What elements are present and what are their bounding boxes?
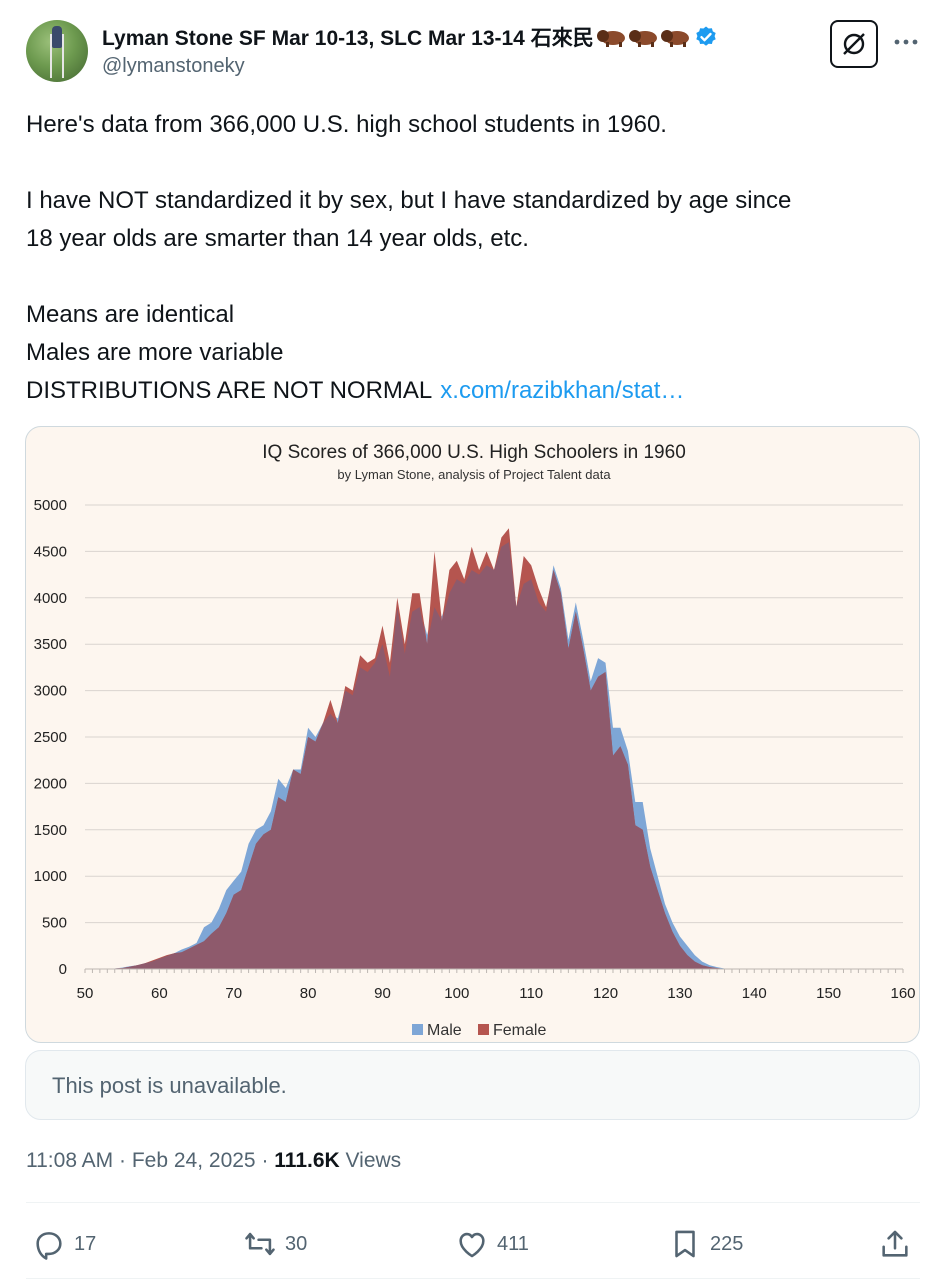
repost-button[interactable]: 30 (243, 1224, 307, 1264)
y-tick-label: 500 (42, 915, 67, 932)
y-tick-label: 4500 (34, 543, 67, 560)
bookmark-button[interactable]: 225 (668, 1224, 743, 1264)
post-line: I have NOT standardized it by sex, but I… (26, 187, 792, 214)
share-button[interactable] (878, 1224, 920, 1264)
grok-button[interactable] (830, 20, 878, 68)
y-tick-label: 3000 (34, 683, 67, 700)
x-tick-label: 160 (890, 985, 915, 1002)
grok-icon (843, 33, 865, 55)
author-name-row[interactable]: Lyman Stone SF Mar 10-13, SLC Mar 13-14 … (102, 22, 718, 52)
verified-badge-icon[interactable] (694, 25, 718, 49)
avatar[interactable] (26, 20, 88, 82)
post-line: DISTRIBUTIONS ARE NOT NORMAL (26, 377, 433, 404)
bookmark-count: 225 (710, 1232, 744, 1255)
reply-button[interactable]: 17 (32, 1224, 96, 1264)
y-tick-label: 2500 (34, 729, 67, 746)
area-overlap (85, 542, 755, 969)
post-line: 18 year olds are smarter than 14 year ol… (26, 225, 529, 252)
reply-icon (36, 1232, 62, 1260)
x-tick-label: 60 (151, 985, 168, 1002)
x-tick-label: 120 (593, 985, 618, 1002)
avatar-person (52, 26, 62, 48)
x-tick-label: 100 (444, 985, 469, 1002)
chart-title: IQ Scores of 366,000 U.S. High Schoolers… (262, 442, 686, 463)
chart-legend: Male Female (412, 1022, 546, 1039)
post-line: Here's data from 366,000 U.S. high schoo… (26, 111, 667, 138)
heart-icon (459, 1232, 485, 1258)
x-tick-label: 80 (300, 985, 317, 1002)
legend-label-male: Male (427, 1022, 462, 1039)
quoted-post-text: This post is unavailable. (52, 1073, 287, 1098)
legend-label-female: Female (493, 1022, 546, 1039)
action-bar: 17 30 411 225 (0, 1206, 945, 1280)
repost-count: 30 (285, 1232, 308, 1255)
chart-subtitle: by Lyman Stone, analysis of Project Tale… (337, 467, 611, 482)
y-tick-label: 3500 (34, 636, 67, 653)
legend-swatch-female (478, 1024, 489, 1035)
x-tick-label: 90 (374, 985, 391, 1002)
y-tick-label: 1000 (34, 868, 67, 885)
x-tick-label: 50 (77, 985, 94, 1002)
x-tick-label: 140 (742, 985, 767, 1002)
y-tick-label: 2000 (34, 775, 67, 792)
post-line-with-link: DISTRIBUTIONS ARE NOT NORMAL x.com/razibk… (26, 372, 916, 410)
y-tick-label: 5000 (34, 497, 67, 514)
x-tick-label: 110 (519, 985, 543, 1002)
quoted-post-link[interactable]: x.com/razibkhan/stat… (440, 377, 685, 404)
more-dots-icon (894, 39, 918, 45)
chart-image[interactable]: IQ Scores of 366,000 U.S. High Schoolers… (25, 426, 920, 1043)
divider-top (26, 1202, 920, 1203)
bison-emoji-icon (660, 27, 690, 47)
views-label: Views (345, 1149, 402, 1172)
author-handle[interactable]: @lymanstoneky (102, 55, 245, 77)
meta-separator: · (119, 1149, 132, 1172)
x-tick-label: 150 (816, 985, 841, 1002)
post-header: Lyman Stone SF Mar 10-13, SLC Mar 13-14 … (0, 0, 945, 100)
x-tick-label: 130 (667, 985, 692, 1002)
bookmark-icon (675, 1230, 695, 1258)
y-tick-label: 0 (59, 961, 67, 978)
like-count: 411 (497, 1232, 529, 1255)
more-options-button[interactable] (890, 26, 922, 58)
post-time[interactable]: 11:08 AM (26, 1149, 114, 1172)
author-display-name[interactable]: Lyman Stone SF Mar 10-13, SLC Mar 13-14 … (102, 27, 594, 50)
y-tick-label: 1500 (34, 822, 67, 839)
iq-chart: IQ Scores of 366,000 U.S. High Schoolers… (34, 442, 916, 1039)
divider-bottom (26, 1278, 920, 1279)
reply-count: 17 (74, 1232, 97, 1255)
views-count: 111.6K (274, 1149, 340, 1172)
post-meta: 11:08 AM · Feb 24, 2025 · 111.6K Views (26, 1149, 401, 1173)
legend-swatch-male (412, 1024, 423, 1035)
avatar-ladder (50, 34, 64, 78)
post-text: Here's data from 366,000 U.S. high schoo… (26, 106, 916, 410)
like-button[interactable]: 411 (455, 1224, 529, 1264)
post-line: Means are identical (26, 301, 235, 328)
repost-icon (245, 1232, 275, 1256)
meta-separator: · (261, 1149, 275, 1172)
share-icon (882, 1230, 908, 1257)
quoted-post-unavailable[interactable]: This post is unavailable. (25, 1050, 920, 1120)
bison-emoji-icon (628, 27, 658, 47)
x-tick-label: 70 (225, 985, 242, 1002)
bison-emoji-icon (596, 27, 626, 47)
post-line: Males are more variable (26, 339, 284, 366)
post-date[interactable]: Feb 24, 2025 (131, 1149, 256, 1172)
y-tick-label: 4000 (34, 590, 67, 607)
